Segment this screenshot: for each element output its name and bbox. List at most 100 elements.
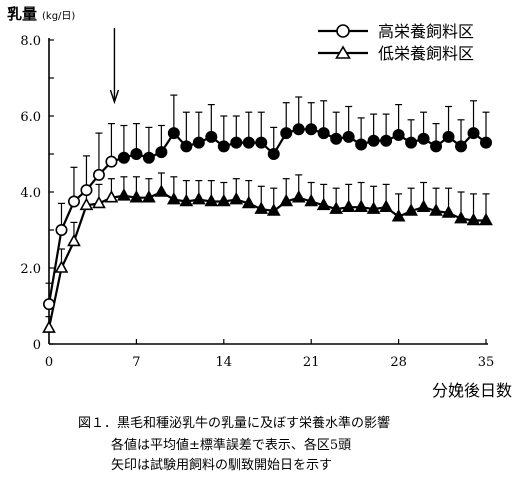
data-point-circle — [92, 168, 105, 181]
y-tick-label: 4.0 — [20, 186, 41, 201]
data-point-triangle — [416, 199, 431, 212]
data-point-circle — [317, 127, 330, 140]
data-point-triangle — [454, 210, 468, 224]
data-point-circle — [80, 184, 93, 197]
y-tick-label: 0 — [33, 338, 41, 353]
y-axis-label: 乳量 — [7, 5, 37, 23]
start-arrow — [109, 28, 120, 105]
axes: 0 2.0 4.0 6.0 8.0 0 7 14 21 28 35 — [20, 34, 494, 370]
data-point-circle — [430, 140, 443, 153]
data-point-circle — [479, 136, 492, 149]
data-point-triangle — [429, 203, 443, 216]
y-axis-unit: (kg/日) — [42, 11, 75, 22]
figure-caption: 図１．黒毛和種泌乳牛の乳量に及ぼす栄養水準の影響 — [78, 416, 391, 431]
data-point-circle — [55, 224, 68, 237]
data-point-triangle — [216, 193, 231, 207]
data-point-circle — [205, 130, 218, 143]
data-markers — [42, 123, 493, 333]
series-line-2 — [47, 190, 486, 329]
data-point-circle — [455, 140, 468, 153]
data-point-circle — [292, 123, 305, 136]
data-point-circle — [155, 146, 168, 159]
y-tick-label: 8.0 — [20, 34, 41, 49]
y-tick-label: 6.0 — [20, 110, 41, 125]
data-point-triangle — [154, 184, 169, 197]
x-tick-label: 28 — [390, 355, 407, 370]
data-point-triangle — [354, 199, 368, 212]
data-point-circle — [217, 140, 230, 153]
data-point-triangle — [379, 199, 393, 212]
arrow-head — [109, 89, 120, 105]
data-point-triangle — [466, 212, 481, 226]
x-tick-label: 35 — [478, 355, 495, 370]
data-point-circle — [105, 155, 118, 168]
data-point-triangle — [479, 212, 493, 226]
data-point-triangle — [204, 193, 219, 207]
data-point-triangle — [92, 195, 106, 209]
x-tick-label: 21 — [303, 355, 320, 370]
data-point-triangle — [366, 201, 381, 214]
data-point-triangle — [404, 203, 418, 216]
data-point-triangle — [329, 201, 344, 214]
data-point-triangle — [67, 233, 81, 247]
data-point-triangle — [341, 199, 356, 212]
data-point-triangle — [241, 195, 256, 209]
data-point-circle — [467, 127, 480, 140]
data-point-circle — [417, 132, 430, 145]
data-point-circle — [392, 129, 405, 142]
data-point-circle — [192, 136, 205, 149]
data-point-circle — [342, 130, 355, 143]
data-point-triangle — [79, 197, 94, 211]
data-point-circle — [305, 123, 318, 136]
data-point-triangle — [129, 190, 144, 203]
data-point-circle — [230, 136, 243, 149]
data-point-triangle — [291, 190, 306, 203]
data-point-triangle — [304, 193, 319, 207]
data-point-triangle — [191, 191, 206, 205]
legend-marker-triangle — [335, 45, 351, 59]
data-point-circle — [242, 136, 255, 149]
data-point-triangle — [441, 205, 456, 218]
data-point-triangle — [279, 193, 294, 207]
data-point-circle — [117, 151, 130, 164]
data-point-triangle — [316, 197, 331, 211]
data-point-triangle — [266, 203, 281, 216]
data-point-circle — [255, 136, 268, 149]
data-point-circle — [142, 151, 155, 164]
data-point-triangle — [179, 193, 194, 207]
data-point-circle — [442, 130, 455, 143]
data-point-circle — [130, 148, 143, 161]
data-point-circle — [380, 134, 393, 147]
data-point-circle — [405, 136, 418, 149]
data-point-triangle — [42, 320, 56, 333]
data-point-triangle — [254, 201, 269, 214]
x-tick-label: 7 — [132, 355, 140, 370]
data-point-circle — [67, 195, 80, 208]
legend-label: 低栄養飼料区 — [378, 44, 474, 63]
legend-label: 高栄養飼料区 — [378, 22, 474, 41]
x-tick-label: 14 — [216, 355, 233, 370]
data-point-circle — [180, 140, 193, 153]
data-point-circle — [42, 298, 55, 311]
x-tick-label: 0 — [45, 355, 53, 370]
caption-note-2: 矢印は試験用飼料の馴致開始日を示す — [111, 458, 333, 473]
data-point-circle — [367, 134, 380, 147]
data-point-triangle — [142, 190, 156, 203]
caption-note-1: 各値は平均値±標準誤差で表示、各区5頭 — [111, 438, 352, 453]
series-line-1 — [47, 128, 487, 305]
data-point-circle — [167, 127, 180, 140]
x-axis-label: 分娩後日数 — [432, 381, 512, 400]
data-point-triangle — [167, 191, 181, 205]
data-point-triangle — [54, 260, 69, 273]
data-point-triangle — [229, 191, 244, 205]
data-point-circle — [355, 138, 368, 151]
data-point-circle — [267, 148, 280, 161]
data-point-triangle — [117, 188, 131, 201]
legend-marker-circle — [336, 24, 350, 38]
data-point-triangle — [104, 190, 119, 203]
data-point-circle — [330, 132, 343, 145]
data-point-triangle — [391, 209, 406, 222]
data-point-circle — [280, 127, 293, 140]
